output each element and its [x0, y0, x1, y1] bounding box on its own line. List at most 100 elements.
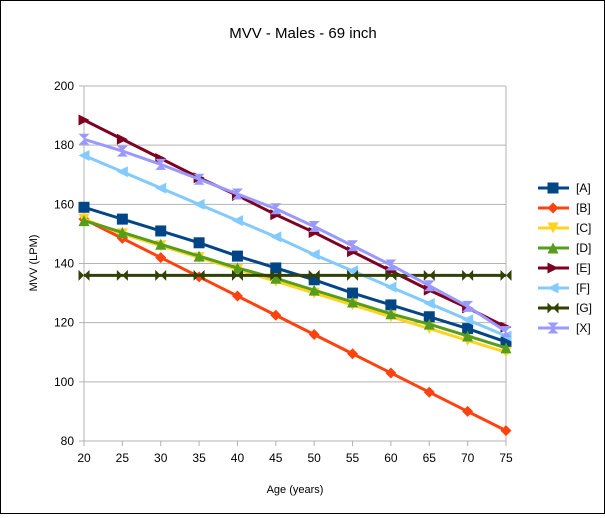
x-tick-label: 25	[116, 451, 130, 465]
series-x	[78, 133, 512, 338]
marker-hourglass	[423, 280, 435, 292]
chart-title: MVV - Males - 69 inch	[229, 25, 377, 42]
marker-diamond	[347, 348, 359, 360]
marker-triangle-up	[78, 215, 90, 227]
marker-triangle-left	[423, 297, 435, 309]
marker-hourglass	[385, 259, 397, 271]
marker-triangle-left	[547, 282, 559, 294]
legend-item: [C]	[538, 221, 591, 235]
marker-diamond	[155, 252, 167, 264]
x-tick-label: 60	[384, 451, 398, 465]
marker-triangle-up	[270, 272, 282, 284]
marker-diamond	[308, 329, 320, 340]
legend-label: [F]	[576, 281, 590, 295]
y-tick-label: 140	[54, 257, 74, 271]
marker-hourglass	[231, 188, 243, 200]
marker-bowtie	[500, 269, 512, 281]
marker-bowtie	[347, 269, 359, 281]
series-line	[83, 154, 507, 338]
legend-label: [G]	[576, 301, 592, 315]
marker-hourglass	[78, 133, 90, 145]
marker-diamond	[547, 202, 559, 214]
legend-item: [G]	[538, 301, 592, 315]
marker-hourglass	[270, 203, 282, 215]
x-tick-label: 65	[423, 451, 437, 465]
legend-item: [D]	[538, 241, 591, 255]
marker-triangle-left	[270, 231, 282, 243]
marker-triangle-left	[193, 198, 205, 210]
marker-square	[462, 323, 474, 335]
series-f	[78, 150, 512, 342]
y-axis-label: MVV (LPM)	[28, 235, 40, 292]
legend-label: [A]	[576, 181, 591, 195]
marker-triangle-right	[547, 262, 559, 274]
marker-square	[155, 225, 167, 237]
series-line	[83, 118, 507, 329]
x-tick-label: 55	[346, 451, 360, 465]
marker-triangle-up	[116, 226, 128, 238]
marker-square	[385, 299, 397, 311]
marker-bowtie	[231, 269, 243, 281]
legend-label: [E]	[576, 261, 591, 275]
marker-triangle-up	[423, 318, 435, 330]
series-d	[78, 215, 512, 354]
marker-square	[231, 250, 243, 262]
marker-bowtie	[78, 269, 90, 281]
series-line	[83, 219, 507, 350]
marker-triangle-down	[547, 222, 559, 234]
y-tick-label: 200	[54, 79, 74, 93]
marker-triangle-left	[308, 249, 320, 261]
marker-triangle-left	[78, 150, 90, 162]
legend-item: [A]	[538, 181, 591, 195]
marker-square	[423, 311, 435, 323]
legend-item: [E]	[538, 261, 591, 275]
marker-square	[116, 213, 128, 225]
marker-triangle-left	[155, 182, 167, 194]
y-tick-label: 120	[54, 316, 74, 330]
legend-label: [X]	[576, 321, 591, 335]
marker-triangle-up	[231, 262, 243, 274]
marker-hourglass	[193, 173, 205, 185]
marker-bowtie	[155, 269, 167, 281]
marker-hourglass	[155, 158, 167, 170]
series-g	[78, 269, 512, 281]
x-tick-label: 50	[308, 451, 322, 465]
marker-diamond	[423, 386, 435, 398]
marker-square	[78, 201, 90, 213]
series-line	[83, 217, 507, 432]
marker-hourglass	[547, 322, 559, 334]
marker-bowtie	[423, 269, 435, 281]
legend-item: [B]	[538, 201, 591, 215]
legend-label: [D]	[576, 241, 591, 255]
marker-triangle-up	[500, 342, 512, 354]
marker-triangle-left	[116, 166, 128, 178]
marker-triangle-up	[547, 242, 559, 254]
legend-item: [F]	[538, 281, 590, 295]
y-tick-label: 180	[54, 138, 74, 152]
y-tick-label: 100	[54, 375, 74, 389]
marker-hourglass	[462, 300, 474, 312]
marker-diamond	[270, 309, 282, 321]
x-tick-label: 20	[77, 451, 91, 465]
marker-square	[547, 182, 559, 194]
marker-triangle-right	[78, 114, 90, 126]
series-line	[83, 137, 507, 333]
x-tick-label: 30	[154, 451, 168, 465]
marker-bowtie	[547, 302, 559, 314]
x-tick-label: 40	[231, 451, 245, 465]
marker-square	[270, 262, 282, 274]
marker-diamond	[462, 405, 474, 417]
x-axis-label: Age (years)	[267, 484, 324, 496]
marker-bowtie	[308, 269, 320, 281]
marker-square	[347, 287, 359, 299]
marker-hourglass	[347, 240, 359, 252]
marker-triangle-up	[308, 284, 320, 296]
marker-hourglass	[116, 145, 128, 157]
y-tick-label: 160	[54, 197, 74, 211]
x-tick-label: 70	[461, 451, 475, 465]
marker-bowtie	[270, 269, 282, 281]
x-tick-label: 75	[499, 451, 513, 465]
y-tick-label: 80	[61, 434, 75, 448]
marker-triangle-up	[193, 250, 205, 262]
